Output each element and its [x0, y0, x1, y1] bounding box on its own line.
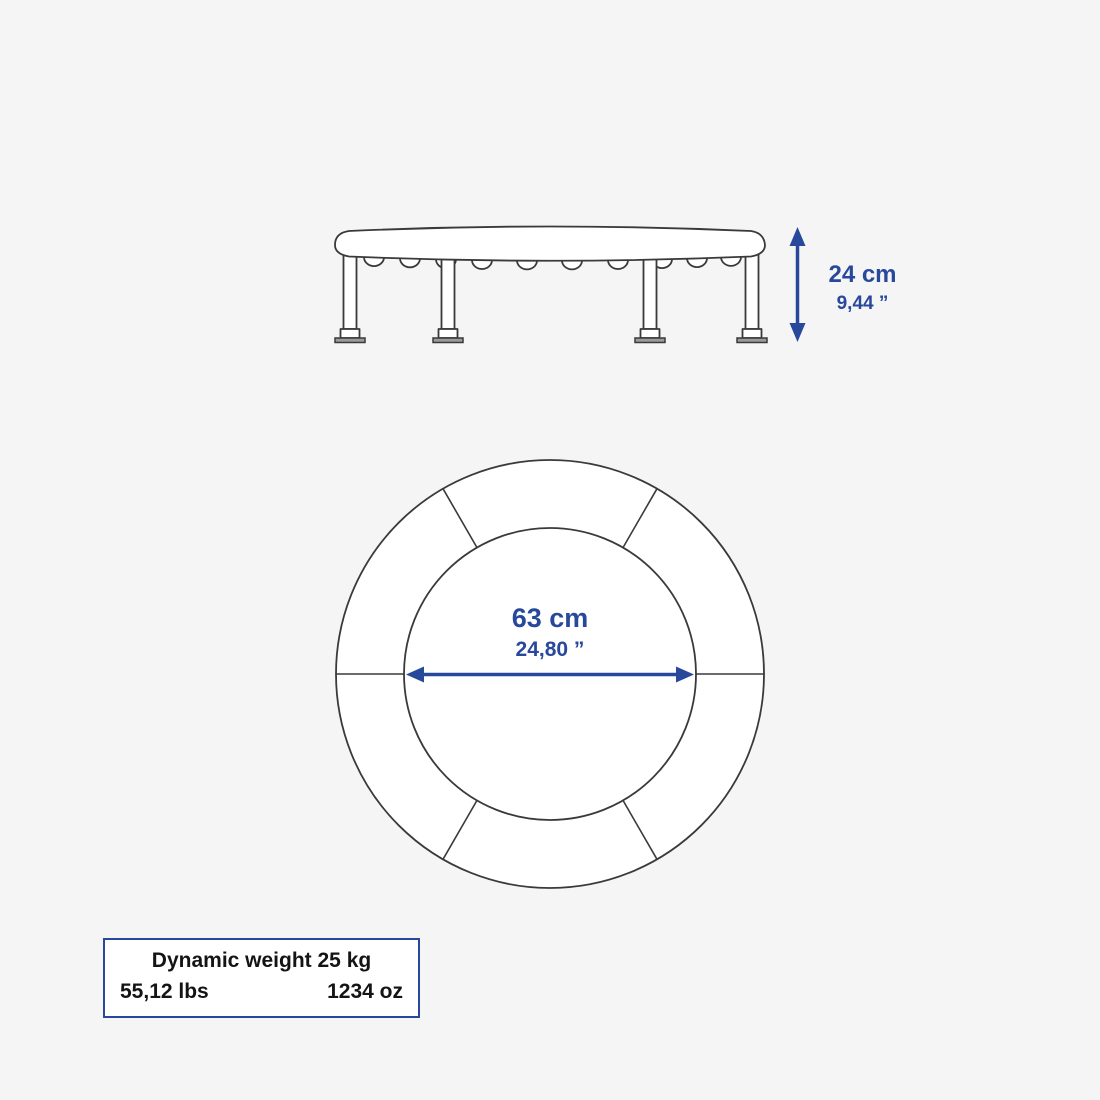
frame-pad-seams: [335, 487, 765, 861]
trampoline-side-view: [334, 225, 768, 344]
diameter-value-cm: 63 cm: [511, 603, 589, 633]
spring-pockets: [363, 255, 742, 271]
diameter-dimension-label: 63 cm 24,80 ”: [470, 603, 630, 662]
height-dimension-arrow-icon: [789, 227, 806, 342]
trampoline-pad: [334, 225, 766, 262]
diameter-dimension-arrow-icon: [406, 666, 694, 683]
weight-value-oz: 1234 oz: [327, 980, 403, 1003]
weight-title: Dynamic weight 25 kg: [151, 949, 372, 972]
weight-value-lbs: 55,12 lbs: [120, 980, 209, 1003]
diameter-value-inches: 24,80 ”: [515, 638, 585, 662]
trampoline-legs: [334, 249, 768, 344]
weight-conversions-row: 55,12 lbs 1234 oz: [105, 980, 418, 1004]
weight-spec-box: Dynamic weight 25 kg 55,12 lbs 1234 oz: [103, 938, 420, 1018]
height-value-inches: 9,44 ”: [836, 292, 889, 314]
height-value-cm: 24 cm: [828, 261, 897, 288]
height-dimension-label: 24 cm 9,44 ”: [805, 261, 920, 314]
